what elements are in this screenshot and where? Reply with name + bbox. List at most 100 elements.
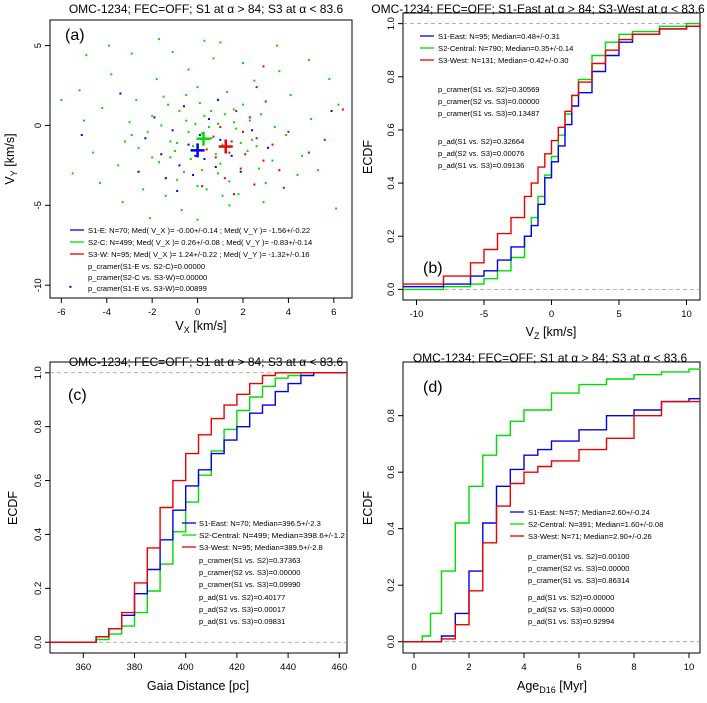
scatter-point [196,86,199,89]
panel-a-medians [190,131,233,158]
scatter-point [167,103,170,106]
scatter-point [142,188,145,191]
scatter-point [205,188,208,191]
x-tick-label: -6 [57,307,65,318]
scatter-point [176,189,179,192]
scatter-point [78,89,81,92]
stat-a-2: p_cramer(S2-C vs. S3-W)=0.00000 [88,273,207,282]
scatter-point [307,58,310,61]
scatter-point [157,161,160,164]
scatter-point [71,172,74,175]
scatter-point [92,151,95,154]
scatter-point [276,44,279,47]
scatter-point [128,121,131,124]
scatter-point [219,138,222,141]
y-tick-label: 0.4 [33,528,44,541]
scatter-point [316,169,319,172]
legend-b-s3: S3-West: N=131; Median=-0.42+/-0.30 [438,56,569,65]
scatter-point [246,150,249,153]
scatter-point [171,129,174,132]
scatter-point [194,122,197,125]
scatter-point [123,140,126,143]
x-tick-label: 2 [466,662,471,673]
scatter-point [255,86,258,89]
scatter-point [201,169,204,172]
scatter-point [135,98,138,101]
scatter-point [226,90,229,93]
scatter-point [271,143,274,146]
scatter-point [130,134,133,137]
scatter-point [155,78,158,81]
scatter-point [85,54,88,57]
panel-b-ylabel: ECDF [361,140,375,174]
legend-a-s1: S1-E: N=70; Med( V_X )= -0.00+/-0.14 ; M… [88,226,310,235]
scatter-point [194,154,197,157]
x-tick-label: 10 [684,662,695,673]
scatter-point [230,140,233,143]
panel-b-label: (b) [423,260,443,277]
scatter-point [214,165,217,168]
x-tick-label: 380 [127,662,143,673]
scatter-point [221,194,224,197]
scatter-point [239,167,242,170]
x-tick-label: -5 [480,309,488,320]
scatter-point [192,173,195,176]
scatter-point [296,173,299,176]
scatter-point [223,113,226,116]
scatter-point [285,134,288,137]
scatter-point [221,143,224,146]
panel-c-curves [50,372,347,643]
scatter-point [328,78,331,81]
x-tick-label: -10 [410,309,424,320]
scatter-point [242,62,245,65]
scatter-point [323,138,326,141]
scatter-point [196,185,199,188]
x-tick-label: 2 [240,307,245,318]
panel-c-legend: S1-East: N=70; Median=396.5+/-2.3 S2-Cen… [182,519,345,626]
y-tick-label: -5 [33,201,44,209]
scatter-point [219,41,222,44]
panel-a-title: OMC-1234; FEC=OFF; S1 at α > 84; S3 at α… [69,2,344,16]
scatter-point [273,126,276,129]
stat-b-5: p_ad(S2 vs. S3)=0.00076 [438,149,524,158]
ecdf-line-s3-west [403,400,700,643]
scatter-point [178,164,181,167]
y-tick-label: 0.2 [33,582,44,595]
scatter-point [212,57,215,60]
x-tick-label: 0 [195,307,200,318]
scatter-point [219,162,222,165]
scatter-point [207,118,210,121]
scatter-point [341,108,344,111]
scatter-point [182,170,185,173]
stat-c-4: p_ad(S1 vs. S2)=0.40177 [199,593,285,602]
panel-a-points [60,38,344,288]
stat-c-5: p_ad(S2 vs. S3)=0.00017 [199,605,285,614]
legend-c-s2: S2-Central: N=499; Median=398.6+/-1.2 [199,531,345,540]
panel-b-curves [403,22,701,291]
scatter-point [212,135,215,138]
stat-d-5: p_ad(S2 vs. S3)=0.00000 [528,605,614,614]
scatter-point [203,158,206,160]
scatter-point [196,218,199,221]
scatter-point [169,140,172,143]
scatter-point [207,126,210,129]
panel-d-frame [402,361,701,654]
x-tick-label: 360 [75,662,91,673]
scatter-point [83,119,86,122]
stat-a-3: p_cramer(S1-E vs. S3-W)=0.00899 [88,284,207,293]
scatter-point [137,146,140,149]
stat-b-2: p_cramer(S2 vs. S3)=0.00000 [438,97,540,106]
y-tick-label: 5 [33,43,44,48]
scatter-point [239,170,242,173]
scatter-point [214,153,217,156]
scatter-point [251,138,254,141]
scatter-point [198,134,201,137]
y-tick-label: 0.4 [386,522,397,535]
panel-a-scatter: OMC-1234; FEC=OFF; S1 at α > 84; S3 at α… [3,2,353,335]
scatter-point [278,169,281,172]
y-tick-label: 0.4 [386,176,397,189]
panel-c-label: (c) [68,387,87,404]
y-tick-label: 1.0 [33,366,44,379]
scatter-point [230,154,233,157]
legend-b-s2: S2-Central: N=790; Median=0.35+/-0.14 [438,44,573,53]
